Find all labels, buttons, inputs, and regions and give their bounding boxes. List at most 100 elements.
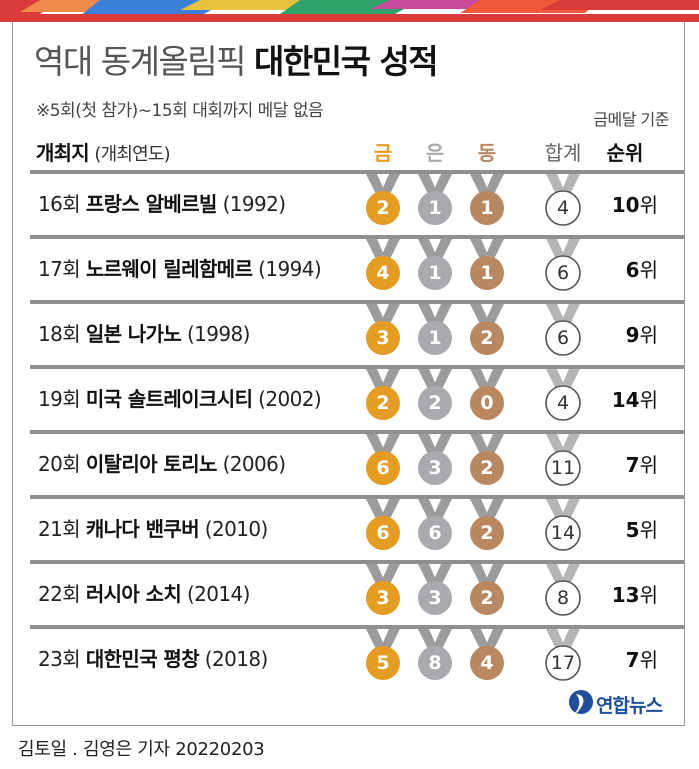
silver-medal: 3 (410, 560, 460, 624)
bronze-medal: 0 (462, 365, 512, 429)
row-divider (30, 560, 684, 564)
event-edition: 20회 (38, 452, 81, 476)
bronze-medal: 2 (462, 560, 512, 624)
bronze-medal: 1 (462, 235, 512, 299)
medal-icon (418, 304, 452, 355)
header-silver: 은 (425, 141, 445, 165)
event-name: 20회 이탈리아 토리노 (2006) (38, 448, 286, 477)
bronze-count: 0 (480, 392, 494, 414)
event-year: (1998) (186, 322, 251, 346)
table-row: 21회 캐나다 밴쿠버 (2010) 6 6 2 14 5위 (0, 495, 699, 559)
silver-count: 1 (428, 197, 442, 219)
rank-unit: 위 (639, 518, 658, 542)
silver-count: 1 (428, 327, 442, 349)
total-medal: 4 (538, 170, 588, 234)
medal-icon (418, 629, 452, 680)
rank-unit: 위 (639, 388, 658, 412)
medal-icon (366, 174, 400, 225)
event-name: 17회 노르웨이 릴레함메르 (1994) (38, 253, 322, 282)
event-year: (2010) (204, 517, 269, 541)
rank-unit: 위 (639, 583, 658, 607)
medal-icon (366, 304, 400, 355)
total-medal: 11 (538, 430, 588, 494)
rank: 13위 (590, 579, 658, 608)
medal-icon (418, 434, 452, 485)
gold-medal: 4 (358, 235, 408, 299)
rank: 14위 (590, 384, 658, 413)
total-count: 17 (550, 652, 576, 674)
total-count: 4 (556, 197, 570, 219)
silver-medal: 1 (410, 300, 460, 364)
table-row: 16회 프랑스 알베르빌 (1992) 2 1 1 4 10위 (0, 170, 699, 234)
medal-icon (545, 499, 581, 551)
total-count: 6 (556, 262, 570, 284)
gold-count: 6 (376, 457, 390, 479)
medal-icon (470, 369, 504, 420)
table-row: 17회 노르웨이 릴레함메르 (1994) 4 1 1 6 6위 (0, 235, 699, 299)
silver-count: 1 (428, 262, 442, 284)
rank-value: 6 (625, 258, 640, 282)
medal-icon (366, 434, 400, 485)
event-name: 18회 일본 나가노 (1998) (38, 318, 250, 347)
rank-unit: 위 (639, 323, 658, 347)
medal-icon (366, 629, 400, 680)
rank-unit: 위 (639, 258, 658, 282)
yonhap-logo: 연합뉴스 (568, 688, 676, 718)
gold-count: 2 (376, 392, 390, 414)
gold-count: 3 (376, 327, 390, 349)
medal-icon (545, 174, 581, 226)
medal-icon (470, 434, 504, 485)
yonhap-logo-text: 연합뉴스 (596, 695, 663, 717)
title-bold: 대한민국 성적 (254, 42, 439, 81)
event-city: 대한민국 평창 (85, 647, 200, 671)
table-row: 18회 일본 나가노 (1998) 3 1 2 6 9위 (0, 300, 699, 364)
event-city: 캐나다 밴쿠버 (85, 517, 200, 541)
medal-icon (545, 369, 581, 421)
medal-icon (366, 369, 400, 420)
header-host-label: 개최지 (36, 141, 90, 165)
total-count: 14 (550, 522, 576, 544)
bronze-medal: 4 (462, 625, 512, 689)
silver-medal: 1 (410, 235, 460, 299)
gold-medal: 3 (358, 560, 408, 624)
bronze-medal: 1 (462, 170, 512, 234)
silver-count: 3 (428, 457, 442, 479)
total-count: 6 (556, 327, 570, 349)
rank-value: 9 (625, 323, 640, 347)
silver-count: 3 (428, 587, 442, 609)
page-title: 역대 동계올림픽 대한민국 성적 (34, 40, 439, 84)
row-divider (30, 170, 684, 174)
medal-icon (470, 239, 504, 290)
total-medal: 4 (538, 365, 588, 429)
footnote: ※5회(첫 참가)~15회 대회까지 메달 없음 (36, 101, 324, 121)
gold-medal: 2 (358, 365, 408, 429)
event-name: 16회 프랑스 알베르빌 (1992) (38, 188, 286, 217)
gold-count: 2 (376, 197, 390, 219)
header-bronze: 동 (477, 141, 497, 165)
yonhap-logo-icon (569, 690, 593, 714)
medal-icon (470, 499, 504, 550)
total-medal: 14 (538, 495, 588, 559)
event-year: (2014) (186, 582, 251, 606)
bronze-count: 2 (480, 587, 494, 609)
silver-medal: 8 (410, 625, 460, 689)
header-host-sub: (개최연도) (94, 144, 170, 165)
medal-icon (545, 564, 581, 616)
gold-medal: 5 (358, 625, 408, 689)
rank-unit: 위 (639, 453, 658, 477)
event-name: 23회 대한민국 평창 (2018) (38, 643, 268, 672)
credit-line: 김토일 . 김영은 기자 20220203 (18, 739, 265, 760)
gold-count: 5 (376, 652, 390, 674)
title-light: 역대 동계올림픽 (34, 42, 247, 81)
silver-medal: 2 (410, 365, 460, 429)
rank-value: 13 (611, 583, 640, 607)
medal-icon (545, 434, 581, 486)
table-row: 19회 미국 솔트레이크시티 (2002) 2 2 0 4 14위 (0, 365, 699, 429)
row-divider (30, 430, 684, 434)
header-gold: 금 (373, 141, 393, 165)
medal-icon (470, 564, 504, 615)
header-rank: 순위 (606, 141, 644, 165)
content-frame (12, 22, 685, 726)
gold-medal: 2 (358, 170, 408, 234)
header-host: 개최지 (개최연도) (36, 137, 171, 166)
